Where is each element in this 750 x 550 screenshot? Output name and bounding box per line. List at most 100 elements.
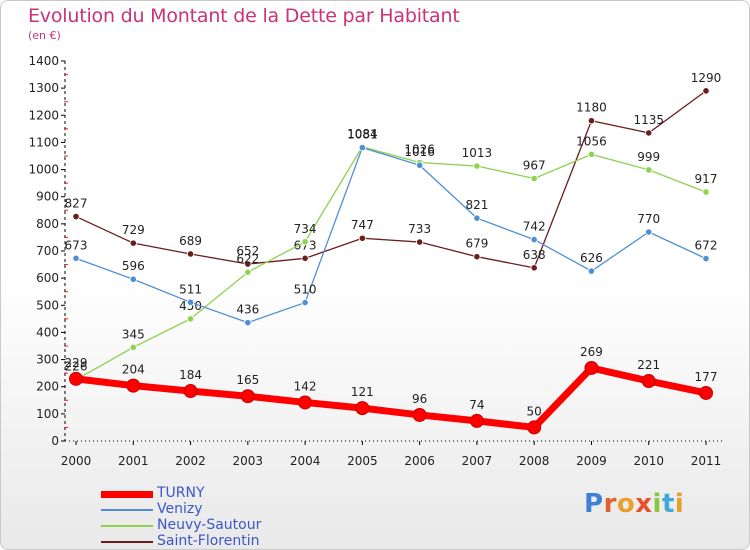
logo-letter: o [616,489,636,519]
data-point-saint-florentin [416,238,424,246]
data-point-turny [584,360,599,375]
y-tick-label: 1100 [28,135,59,149]
data-label-neuvy-sautour: 1013 [462,146,493,160]
data-label-saint-florentin: 729 [122,223,145,237]
chart-subtitle: (en €) [28,29,61,42]
data-point-venizy [72,254,80,262]
data-point-turny [183,384,198,399]
data-point-turny [298,395,313,410]
data-label-neuvy-sautour: 345 [122,327,145,341]
data-label-neuvy-sautour: 1084 [347,127,378,141]
data-point-turny [355,401,370,416]
legend-swatch [101,525,153,527]
data-point-neuvy-sautour [587,150,596,158]
data-point-venizy [645,228,653,236]
legend-label: Saint-Florentin [157,533,260,549]
data-label-venizy: 436 [236,303,259,317]
x-tick-label: 2008 [519,454,550,468]
data-point-neuvy-sautour [186,315,195,323]
chart-title: Evolution du Montant de la Dette par Hab… [28,5,460,27]
data-label-turny: 74 [469,398,484,412]
data-label-saint-florentin: 638 [523,248,546,262]
data-label-turny: 269 [580,345,603,359]
data-point-venizy [129,275,137,283]
x-tick-label: 2010 [633,454,664,468]
data-point-venizy [473,214,481,222]
data-point-turny [469,413,484,428]
data-label-turny: 165 [236,373,259,387]
data-point-neuvy-sautour [473,162,481,170]
data-label-saint-florentin: 733 [408,222,431,236]
logo-letter: i [674,489,685,519]
y-tick-label: 1200 [28,108,59,122]
x-tick-label: 2002 [175,454,206,468]
data-label-turny: 221 [637,358,660,372]
data-point-saint-florentin [473,253,481,261]
data-point-neuvy-sautour [244,268,252,276]
logo-letter: t [661,489,675,519]
series-line-saint-florentin [75,90,707,269]
logo-letter: x [635,489,653,519]
data-point-venizy [530,236,538,244]
data-label-venizy: 596 [122,259,145,273]
legend-label: TURNY [157,485,205,501]
y-tick-label: 100 [36,407,59,421]
x-tick-label: 2004 [290,454,321,468]
data-point-venizy [301,298,309,307]
logo-letter: i [652,489,662,519]
data-point-venizy [358,143,366,152]
x-tick-label: 2006 [404,454,435,468]
data-label-turny: 121 [351,385,374,399]
data-point-turny [641,374,656,389]
data-label-turny: 177 [695,370,718,384]
data-label-neuvy-sautour: 622 [236,252,259,266]
data-point-saint-florentin [702,87,710,95]
data-label-venizy: 770 [637,212,660,226]
data-label-saint-florentin: 652 [236,244,259,258]
data-label-turny: 204 [122,363,145,377]
data-label-neuvy-sautour: 967 [523,159,546,173]
data-label-neuvy-sautour: 999 [637,150,660,164]
x-tick-label: 2011 [691,454,722,468]
data-point-venizy [186,298,195,306]
data-point-saint-florentin [72,212,80,221]
data-point-saint-florentin [186,250,195,258]
data-point-neuvy-sautour [301,238,309,246]
data-label-neuvy-sautour: 226 [65,360,88,374]
data-label-turny: 50 [527,404,542,418]
x-tick-label: 2003 [233,454,264,468]
data-point-saint-florentin [129,239,137,247]
data-label-neuvy-sautour: 734 [294,222,317,236]
data-point-saint-florentin [530,264,538,272]
data-point-saint-florentin [301,254,309,262]
series-line-venizy [75,146,707,324]
data-point-turny [699,385,713,400]
data-label-saint-florentin: 827 [65,197,88,211]
data-point-neuvy-sautour [129,343,137,351]
data-label-saint-florentin: 747 [351,218,374,232]
y-tick-label: 1000 [28,163,59,177]
y-tick-label: 800 [36,217,59,231]
data-point-saint-florentin [587,117,596,125]
data-label-turny: 96 [412,392,427,406]
data-point-venizy [244,319,252,327]
legend-label: Venizy [157,501,203,517]
series-line-turny [72,364,710,431]
proxiti-logo: Proxiti [584,489,684,519]
data-point-venizy [702,255,710,263]
y-tick-label: 400 [36,325,59,339]
data-label-saint-florentin: 1180 [576,101,607,115]
data-label-neuvy-sautour: 1056 [576,134,607,148]
data-point-venizy [587,267,596,275]
data-point-neuvy-sautour [645,166,653,174]
data-point-saint-florentin [358,234,366,242]
data-label-turny: 142 [294,379,317,393]
legend-swatch [101,509,153,511]
y-tick-label: 200 [36,380,59,394]
y-tick-label: 600 [36,271,59,285]
data-point-saint-florentin [645,129,653,137]
data-label-venizy: 673 [65,238,88,252]
y-tick-label: 300 [36,353,59,367]
y-tick-label: 700 [36,244,59,258]
logo-letter: P [584,489,604,519]
